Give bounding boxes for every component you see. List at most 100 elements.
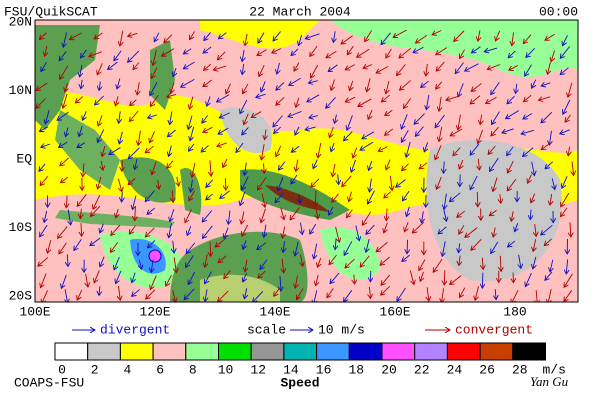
wind-arrow	[500, 255, 501, 272]
wind-arrow	[545, 271, 553, 281]
wind-arrow	[217, 94, 230, 102]
wind-arrow	[406, 206, 409, 217]
wind-arrow	[332, 193, 339, 202]
wind-arrow	[145, 190, 155, 202]
wind-arrow	[253, 291, 264, 302]
wind-arrow	[511, 211, 513, 221]
wind-arrow	[561, 192, 570, 207]
wind-arrow	[90, 205, 101, 216]
colorbar-swatch	[479, 342, 514, 361]
footer-right: Yan Gu	[530, 374, 569, 389]
wind-arrow	[77, 289, 83, 300]
colorbar-label: 12	[250, 362, 266, 377]
wind-arrow	[446, 95, 460, 100]
wind-arrow	[326, 51, 337, 57]
wind-arrow	[119, 111, 121, 123]
wind-arrow	[526, 47, 535, 57]
wind-arrow	[533, 239, 536, 251]
lon-label: 120E	[139, 304, 170, 319]
wind-arrow	[401, 129, 409, 142]
wind-arrow	[79, 125, 82, 137]
wind-arrow	[533, 256, 536, 269]
wind-arrow	[515, 223, 518, 232]
wind-arrow	[381, 32, 391, 45]
wind-arrow	[63, 32, 67, 47]
wind-arrow	[506, 110, 519, 119]
wind-arrow	[313, 159, 318, 169]
wind-arrow	[415, 126, 424, 137]
wind-arrow	[147, 207, 156, 214]
wind-arrow	[129, 225, 136, 234]
wind-arrow	[150, 95, 159, 106]
wind-arrow	[536, 290, 537, 302]
wind-arrow	[242, 224, 249, 236]
wind-arrow	[158, 179, 159, 189]
wind-arrow	[311, 64, 319, 78]
wind-arrow	[550, 259, 553, 272]
wind-arrow	[66, 195, 67, 208]
colorbar-label: 0	[58, 362, 66, 377]
wind-arrow	[276, 82, 285, 91]
wind-arrow	[326, 97, 336, 108]
colorbar-swatch	[283, 342, 318, 361]
wind-arrow	[94, 270, 100, 283]
wind-arrow	[444, 161, 445, 174]
wind-arrow	[116, 208, 118, 218]
wind-arrow	[188, 271, 195, 284]
wind-arrow	[366, 238, 370, 252]
lon-label: 180	[503, 304, 526, 319]
wind-arrow	[150, 82, 158, 95]
wind-arrow	[432, 30, 442, 34]
wind-arrow	[491, 241, 499, 254]
wind-arrow	[41, 144, 50, 147]
wind-arrow	[426, 94, 429, 110]
wind-arrow	[102, 145, 105, 156]
wind-arrow	[412, 221, 425, 233]
wind-arrow	[399, 47, 411, 58]
wind-arrow	[296, 97, 299, 107]
wind-arrow	[99, 81, 100, 90]
wind-arrow	[204, 32, 211, 40]
wind-arrow	[274, 287, 280, 296]
wind-arrow	[172, 190, 173, 202]
wind-arrow	[491, 81, 500, 94]
colorbar-label: 14	[283, 362, 299, 377]
wind-arrow	[384, 191, 392, 198]
wind-arrow	[524, 94, 532, 101]
wind-arrow	[44, 210, 47, 222]
wind-arrow	[242, 176, 249, 190]
wind-arrow	[299, 35, 302, 45]
wind-arrow	[493, 177, 498, 192]
wind-arrow	[228, 210, 230, 225]
wind-arrow	[183, 48, 192, 54]
wind-arrow	[202, 210, 213, 222]
wind-arrow	[530, 209, 531, 220]
wind-arrow	[39, 32, 47, 40]
wind-arrow	[563, 99, 571, 114]
wind-arrow	[414, 113, 425, 125]
wind-arrow	[345, 96, 356, 102]
colorbar-label: 28	[512, 362, 528, 377]
wind-arrow	[401, 114, 408, 129]
wind-arrow	[367, 78, 371, 91]
wind-arrow	[407, 239, 408, 254]
wind-arrow	[470, 175, 478, 190]
wind-arrow	[560, 129, 570, 134]
wind-arrow	[128, 33, 138, 36]
wind-arrow	[171, 82, 174, 94]
wind-arrow	[82, 111, 86, 120]
wind-arrow	[500, 194, 501, 203]
wind-arrow	[36, 82, 48, 90]
wind-arrow	[353, 147, 358, 158]
wind-arrow	[470, 143, 480, 155]
wind-arrow	[218, 290, 229, 302]
wind-arrow	[327, 288, 334, 297]
lat-label: 10N	[9, 83, 32, 98]
wind-arrow	[167, 129, 176, 137]
colorbar-swatch	[250, 342, 285, 361]
wind-arrow	[89, 51, 102, 57]
wind-arrow	[117, 178, 121, 192]
wind-arrow	[261, 144, 264, 160]
colorbar-label: 4	[123, 362, 131, 377]
